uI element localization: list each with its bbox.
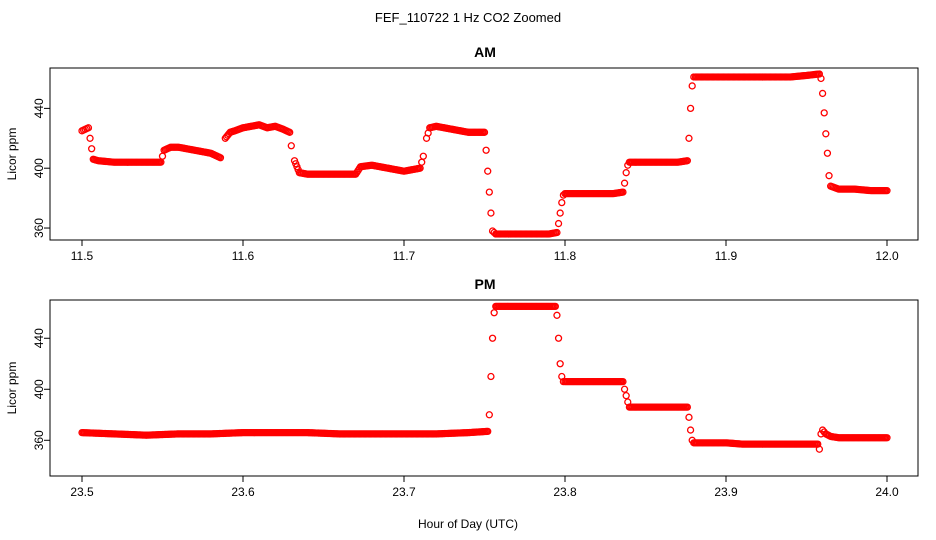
data-point-am [554, 219, 563, 228]
data-point-pm [812, 440, 821, 448]
panel-title-am: AM [474, 44, 496, 60]
data-point-pm [485, 411, 493, 419]
data-point-pm [553, 311, 561, 319]
data-point-pm [685, 413, 693, 421]
x-tick-label-am: 11.6 [232, 249, 255, 263]
y-tick-label-am: 400 [32, 158, 46, 178]
data-point-am [215, 153, 223, 161]
data-point-pm [554, 334, 563, 342]
y-tick-label-pm: 440 [32, 328, 46, 348]
y-tick-label-pm: 360 [32, 430, 46, 450]
x-tick-label-pm: 24.0 [875, 485, 899, 499]
data-point-pm [490, 309, 498, 317]
data-point-am [556, 209, 564, 217]
data-point-am [823, 149, 832, 157]
data-point-am [825, 172, 833, 180]
x-tick-label-pm: 23.5 [70, 485, 94, 499]
data-point-pm [487, 372, 495, 381]
panel-title-pm: PM [475, 276, 496, 292]
data-point-am [485, 188, 493, 196]
y-axis-label-am: Licor ppm [5, 128, 19, 181]
y-axis-label-pm: Licor ppm [5, 362, 19, 415]
data-point-am [487, 209, 495, 217]
x-tick-label-am: 11.9 [715, 249, 738, 263]
data-point-am [83, 124, 91, 133]
x-tick-label-pm: 23.6 [231, 485, 255, 499]
data-point-am [284, 128, 293, 136]
data-point-am [484, 167, 492, 175]
data-point-am [685, 134, 693, 142]
data-point-am [558, 198, 566, 207]
y-tick-label-am: 440 [32, 98, 46, 118]
data-point-pm [556, 360, 564, 368]
data-point-am [682, 157, 690, 165]
data-point-am [882, 186, 890, 195]
data-point-am [424, 129, 432, 137]
data-point-am [618, 188, 626, 196]
data-point-am [158, 152, 167, 160]
data-point-am [622, 169, 630, 177]
data-point-am [156, 158, 164, 166]
x-tick-label-am: 11.8 [554, 249, 577, 263]
x-tick-label-pm: 23.8 [553, 485, 577, 499]
data-point-pm [622, 392, 630, 400]
panel-pm: PM Licor ppm 23.5 23.6 23.7 23.8 23.9 24.0 360… [5, 276, 919, 499]
plot-frame-am [49, 67, 919, 241]
data-point-am [479, 128, 487, 136]
data-point-pm [686, 426, 695, 434]
x-tick-label-am: 11.7 [393, 249, 416, 263]
figure-title: FEF_110722 1 Hz CO2 Zoomed [375, 10, 561, 25]
data-point-am [415, 164, 423, 173]
plot-frame-pm [49, 299, 919, 477]
axis-ticks-am: 11.5 11.6 11.7 11.8 11.9 12.0 360 400 440 [32, 98, 899, 263]
data-point-am [418, 158, 426, 166]
x-tick-label-pm: 23.7 [392, 485, 416, 499]
axis-ticks-pm: 23.5 23.6 23.7 23.8 23.9 24.0 360 400 440 [32, 328, 899, 499]
data-point-am [544, 230, 552, 238]
data-points-am [78, 70, 891, 238]
data-point-pm [550, 302, 558, 311]
x-tick-label-am: 12.0 [875, 249, 899, 263]
data-point-pm [882, 434, 890, 442]
y-tick-label-am: 360 [32, 218, 46, 238]
x-tick-label-am: 11.5 [71, 249, 94, 263]
data-point-pm [488, 334, 497, 342]
data-point-am [419, 152, 427, 160]
x-axis-label: Hour of Day (UTC) [418, 517, 518, 531]
data-point-am [86, 134, 94, 142]
data-point-am [818, 89, 827, 98]
data-points-pm [78, 302, 891, 453]
data-point-pm [682, 403, 690, 411]
data-point-am [814, 70, 822, 78]
data-point-am [686, 104, 695, 113]
data-point-am [88, 145, 96, 153]
data-point-am [688, 82, 696, 90]
data-point-am [551, 229, 560, 237]
data-point-pm [482, 427, 491, 436]
y-tick-label-pm: 400 [32, 379, 46, 399]
data-point-am [820, 109, 828, 117]
data-point-pm [620, 385, 629, 393]
data-point-am [822, 130, 830, 138]
x-tick-label-pm: 23.9 [714, 485, 738, 499]
data-point-am [620, 179, 629, 187]
data-point-am [482, 146, 490, 154]
data-point-am [287, 142, 295, 150]
data-point-pm [618, 377, 626, 386]
panel-am: AM Licor ppm 11.5 11.6 11.7 11.8 11.9 12.0 360… [5, 44, 919, 263]
